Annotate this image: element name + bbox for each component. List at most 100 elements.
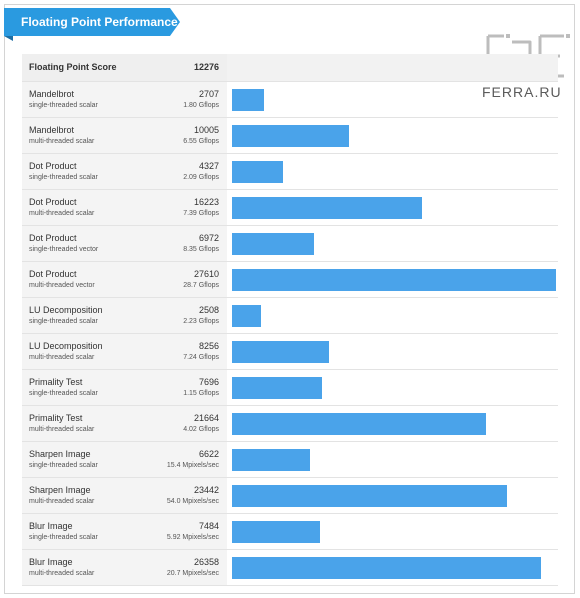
bar-track (232, 485, 556, 507)
benchmark-mode: single-threaded scalar (29, 534, 98, 541)
benchmark-rate: 15.4 Mpixels/sec (166, 462, 219, 469)
table-row: Dot Product multi-threaded vector 27610 28.… (22, 262, 558, 298)
score-bar (232, 233, 314, 255)
table-row: Dot Product single-threaded vector 6972 8.3… (22, 226, 558, 262)
benchmark-rate: 54.0 Mpixels/sec (166, 498, 219, 505)
bar-track (232, 413, 556, 435)
score-bar (232, 269, 556, 291)
ribbon-fold (4, 36, 13, 41)
benchmark-score: 7484 (198, 521, 219, 531)
benchmark-score: 4327 (198, 161, 219, 171)
header-label: Floating Point Score (29, 62, 117, 72)
table-row: Primality Test single-threaded scalar 7696… (22, 370, 558, 406)
benchmark-mode: single-threaded scalar (29, 102, 98, 109)
benchmark-mode: single-threaded scalar (29, 318, 98, 325)
row-label-cell: Blur Image multi-threaded scalar 26358 20.7… (22, 550, 227, 585)
benchmark-mode: single-threaded scalar (29, 390, 98, 397)
row-label-cell: LU Decomposition multi-threaded scalar 825… (22, 334, 227, 369)
row-label-cell: Dot Product single-threaded vector 6972 8.3… (22, 226, 227, 261)
table-row: Blur Image multi-threaded scalar 26358 20.7… (22, 550, 558, 586)
row-label-cell: Dot Product single-threaded scalar 4327 2.0… (22, 154, 227, 189)
score-bar (232, 161, 283, 183)
benchmark-score: 6622 (198, 449, 219, 459)
bar-track (232, 89, 556, 111)
row-label-cell: Primality Test multi-threaded scalar 21664… (22, 406, 227, 441)
benchmark-name: LU Decomposition (29, 341, 103, 351)
benchmark-score: 6972 (198, 233, 219, 243)
benchmark-rate: 28.7 Gflops (183, 282, 219, 289)
benchmark-name: Blur Image (29, 557, 73, 567)
score-table: Floating Point Score 12276 Mandelbrot sin… (22, 54, 558, 586)
row-label-cell: Mandelbrot single-threaded scalar 2707 1.80… (22, 82, 227, 117)
benchmark-mode: single-threaded scalar (29, 174, 98, 181)
benchmark-name: LU Decomposition (29, 305, 103, 315)
benchmark-rate: 2.23 Gflops (183, 318, 219, 325)
table-body: Mandelbrot single-threaded scalar 2707 1.80… (22, 82, 558, 586)
score-bar (232, 197, 422, 219)
benchmark-mode: multi-threaded scalar (29, 426, 95, 433)
table-row: LU Decomposition single-threaded scalar 25… (22, 298, 558, 334)
benchmark-rate: 1.80 Gflops (183, 102, 219, 109)
benchmark-score: 21664 (193, 413, 219, 423)
header-label-cell: Floating Point Score 12276 (22, 54, 227, 81)
benchmark-name: Dot Product (29, 197, 77, 207)
row-label-cell: Sharpen Image multi-threaded scalar 23442 5… (22, 478, 227, 513)
benchmark-mode: multi-threaded scalar (29, 138, 95, 145)
benchmark-rate: 5.92 Mpixels/sec (166, 534, 219, 541)
benchmark-name: Primality Test (29, 413, 83, 423)
table-row: Sharpen Image single-threaded scalar 6622 1… (22, 442, 558, 478)
benchmark-mode: multi-threaded scalar (29, 210, 95, 217)
benchmark-name: Mandelbrot (29, 89, 75, 99)
score-bar (232, 377, 322, 399)
benchmark-mode: multi-threaded scalar (29, 354, 95, 361)
benchmark-score: 7696 (198, 377, 219, 387)
bar-track (232, 305, 556, 327)
section-title: Floating Point Performance (4, 8, 180, 36)
score-bar (232, 341, 329, 363)
score-bar (232, 125, 349, 147)
bar-track (232, 197, 556, 219)
bar-track (232, 269, 556, 291)
bar-track (232, 125, 556, 147)
table-row: Primality Test multi-threaded scalar 21664… (22, 406, 558, 442)
table-header-row: Floating Point Score 12276 (22, 54, 558, 82)
benchmark-mode: multi-threaded scalar (29, 498, 95, 505)
score-bar (232, 521, 320, 543)
benchmark-mode: multi-threaded vector (29, 282, 95, 289)
row-label-cell: LU Decomposition single-threaded scalar 25… (22, 298, 227, 333)
benchmark-name: Mandelbrot (29, 125, 75, 135)
benchmark-rate: 1.15 Gflops (183, 390, 219, 397)
bar-track (232, 341, 556, 363)
benchmark-score: 2707 (198, 89, 219, 99)
bar-track (232, 557, 556, 579)
score-bar (232, 449, 310, 471)
benchmark-rate: 8.35 Gflops (183, 246, 219, 253)
benchmark-rate: 7.24 Gflops (183, 354, 219, 361)
row-label-cell: Dot Product multi-threaded scalar 16223 7.3… (22, 190, 227, 225)
row-label-cell: Dot Product multi-threaded vector 27610 28.… (22, 262, 227, 297)
benchmark-rate: 2.09 Gflops (183, 174, 219, 181)
benchmark-score: 8256 (198, 341, 219, 351)
table-row: Blur Image single-threaded scalar 7484 5.92… (22, 514, 558, 550)
benchmark-name: Sharpen Image (29, 485, 91, 495)
benchmark-name: Dot Product (29, 161, 77, 171)
benchmark-name: Sharpen Image (29, 449, 91, 459)
score-bar (232, 557, 541, 579)
table-row: Mandelbrot single-threaded scalar 2707 1.80… (22, 82, 558, 118)
benchmark-score: 2508 (198, 305, 219, 315)
bar-track (232, 233, 556, 255)
benchmark-score: 26358 (193, 557, 219, 567)
score-bar (232, 485, 507, 507)
bar-track (232, 377, 556, 399)
benchmark-score: 16223 (193, 197, 219, 207)
table-row: Dot Product single-threaded scalar 4327 2.0… (22, 154, 558, 190)
benchmark-score: 23442 (193, 485, 219, 495)
benchmark-name: Primality Test (29, 377, 83, 387)
bar-track (232, 161, 556, 183)
bar-track (232, 521, 556, 543)
benchmark-score: 10005 (193, 125, 219, 135)
row-label-cell: Blur Image single-threaded scalar 7484 5.92… (22, 514, 227, 549)
table-row: Mandelbrot multi-threaded scalar 10005 6.55… (22, 118, 558, 154)
benchmark-name: Dot Product (29, 269, 77, 279)
table-row: LU Decomposition multi-threaded scalar 825… (22, 334, 558, 370)
